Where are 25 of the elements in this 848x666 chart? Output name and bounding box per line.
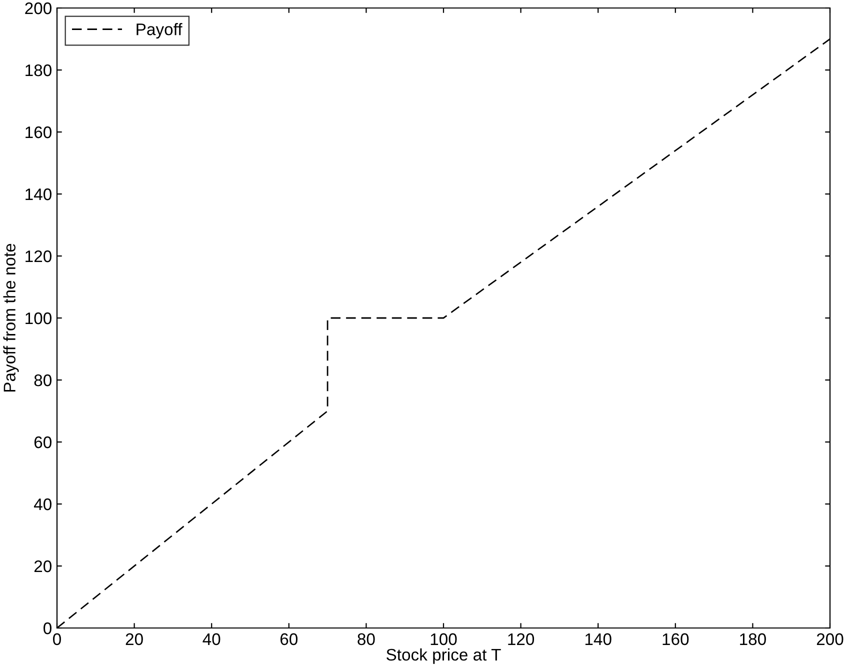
x-tick-label: 100	[430, 633, 457, 646]
x-tick-label: 200	[816, 633, 844, 646]
y-tick-label: 0	[44, 622, 52, 634]
x-tick-label: 40	[202, 633, 220, 646]
y-tick-label: 100	[26, 312, 52, 324]
x-axis-title: Stock price at T	[386, 648, 501, 664]
y-axis-title: Payoff from the note	[3, 244, 19, 392]
y-tick-label: 80	[34, 374, 52, 386]
y-tick-label: 120	[26, 250, 52, 262]
y-tick-label: 200	[25, 2, 52, 14]
y-tick-label: 40	[34, 498, 52, 510]
y-tick-label: 60	[34, 436, 52, 448]
x-tick-label: 0	[53, 633, 61, 646]
x-tick-label: 160	[662, 633, 689, 646]
x-tick-label: 20	[126, 633, 143, 646]
x-tick-label: 180	[740, 633, 766, 646]
y-tick-label: 140	[26, 188, 52, 200]
y-tick-label: 180	[26, 64, 52, 76]
y-tick-label: 20	[34, 560, 52, 572]
x-tick-label: 60	[280, 633, 298, 646]
x-tick-label: 80	[358, 633, 375, 646]
legend-label: Payoff	[136, 23, 182, 39]
x-tick-label: 120	[508, 633, 534, 646]
y-tick-label: 160	[26, 126, 52, 138]
x-tick-label: 140	[585, 633, 612, 646]
